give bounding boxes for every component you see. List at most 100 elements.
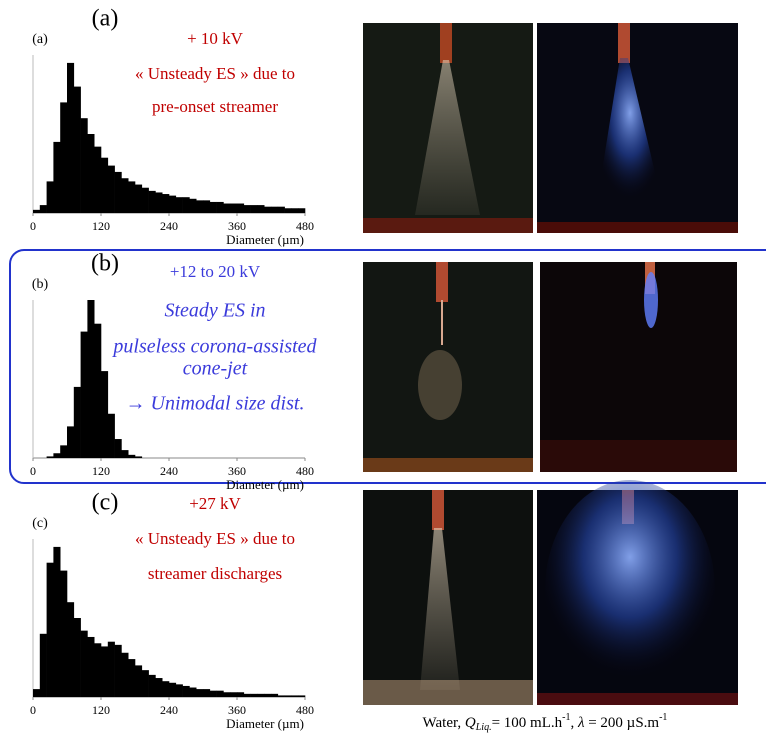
histogram-bar bbox=[94, 323, 102, 458]
x-tick-label: 360 bbox=[228, 703, 246, 717]
histogram-bar bbox=[94, 146, 102, 213]
caption-part: Q bbox=[465, 715, 476, 731]
histogram-bar bbox=[46, 562, 54, 697]
x-tick-label: 360 bbox=[228, 464, 246, 478]
histogram-bar bbox=[107, 165, 115, 213]
histogram-bar bbox=[135, 456, 143, 458]
histogram-bar bbox=[148, 674, 156, 697]
caption-part: λ bbox=[577, 715, 585, 731]
description-line: « Unsteady ES » due to bbox=[135, 529, 295, 548]
photo-spray bbox=[418, 350, 462, 420]
histogram-bar bbox=[284, 695, 292, 697]
histogram-bar bbox=[33, 209, 41, 213]
histogram-bar bbox=[114, 644, 122, 697]
caption: Water, QLiq.= 100 mL.h-1, λ = 200 µS.m-1 bbox=[423, 712, 668, 733]
panel-heading: (c) bbox=[92, 490, 119, 516]
x-tick-label: 0 bbox=[30, 219, 36, 233]
caption-part: , bbox=[570, 715, 578, 731]
histogram-bar bbox=[141, 187, 149, 213]
histogram-bar bbox=[128, 454, 136, 458]
histogram-bar bbox=[291, 695, 299, 697]
x-tick-label: 0 bbox=[30, 464, 36, 478]
histogram-bar bbox=[135, 184, 143, 213]
plot-label: (a) bbox=[32, 32, 48, 47]
histogram-bar bbox=[67, 62, 75, 214]
histogram-bar bbox=[53, 546, 61, 697]
histogram-bar bbox=[94, 643, 102, 697]
histogram-bar bbox=[101, 646, 109, 697]
histogram-bar bbox=[291, 208, 299, 213]
histogram-bar bbox=[101, 371, 109, 458]
histogram-bar bbox=[230, 692, 238, 697]
histogram-bar bbox=[271, 693, 279, 697]
plot-label: (c) bbox=[32, 516, 48, 531]
histogram-bar bbox=[264, 206, 272, 213]
histogram-bar bbox=[216, 690, 224, 697]
histogram-bar bbox=[237, 203, 245, 213]
x-tick-label: 120 bbox=[92, 464, 110, 478]
photo bbox=[540, 262, 737, 472]
x-tick-label: 120 bbox=[92, 703, 110, 717]
histogram-bar bbox=[209, 690, 217, 697]
histogram-bar bbox=[189, 687, 197, 697]
histogram-bar bbox=[182, 685, 190, 697]
histogram-bar bbox=[243, 693, 251, 697]
x-tick-label: 240 bbox=[160, 703, 178, 717]
caption-part: -1 bbox=[659, 712, 667, 723]
panel-heading: (a) bbox=[92, 6, 119, 32]
histogram-bar bbox=[196, 200, 204, 213]
histogram-bar bbox=[216, 201, 224, 213]
histogram-bar bbox=[80, 630, 88, 697]
caption-part: = 100 mL.h bbox=[492, 715, 563, 731]
histogram-bar bbox=[203, 200, 211, 213]
histogram-bar bbox=[73, 386, 81, 458]
histogram-bar bbox=[175, 684, 183, 697]
histogram-bar bbox=[60, 570, 68, 697]
x-tick-label: 480 bbox=[296, 703, 314, 717]
photo-floor bbox=[540, 440, 737, 472]
histogram-bar bbox=[121, 178, 129, 213]
x-tick-label: 240 bbox=[160, 464, 178, 478]
histogram-bar bbox=[53, 453, 61, 458]
photo-floor bbox=[537, 222, 738, 233]
histogram-bar bbox=[203, 689, 211, 697]
histogram-bar bbox=[264, 693, 272, 697]
photo-needle bbox=[618, 23, 630, 63]
histogram-bar bbox=[80, 331, 88, 458]
photo-spray bbox=[420, 528, 460, 690]
caption-part: -1 bbox=[562, 712, 570, 723]
histogram-bar bbox=[121, 652, 129, 697]
x-axis-label: Diameter (µm) bbox=[226, 232, 304, 247]
photos bbox=[363, 23, 738, 705]
histogram-bar bbox=[189, 198, 197, 213]
histogram-bar bbox=[60, 445, 68, 458]
histogram-bar bbox=[87, 636, 95, 697]
photo-floor bbox=[363, 218, 533, 233]
histogram-bar bbox=[182, 197, 190, 213]
description-line: → Unimodal size dist. bbox=[126, 393, 305, 415]
highlight-box bbox=[9, 249, 766, 484]
photo-glow bbox=[545, 480, 715, 700]
histogram-bar bbox=[169, 682, 177, 697]
histogram-bar bbox=[209, 201, 217, 213]
histogram-bar bbox=[223, 692, 231, 697]
histogram-bar bbox=[223, 203, 231, 213]
voltage: +27 kV bbox=[189, 494, 241, 513]
histogram-bar bbox=[169, 195, 177, 213]
histogram-bar bbox=[284, 208, 292, 213]
voltage: +12 to 20 kV bbox=[170, 262, 261, 281]
photo-floor bbox=[363, 458, 533, 472]
histogram-bar bbox=[243, 205, 251, 213]
caption-part: Liq. bbox=[475, 722, 492, 733]
panel-heading: (b) bbox=[91, 251, 119, 277]
histogram-bar bbox=[237, 692, 245, 697]
histogram-bar bbox=[148, 190, 156, 213]
photo-needle bbox=[436, 262, 448, 302]
plot-label: (b) bbox=[32, 277, 49, 292]
description-line: pulseless corona-assisted bbox=[111, 336, 317, 358]
photo-needle bbox=[432, 490, 444, 530]
histogram-bar bbox=[80, 118, 88, 213]
photo-spray bbox=[415, 60, 480, 215]
description-line: pre-onset streamer bbox=[152, 97, 278, 116]
histogram-bar bbox=[114, 171, 122, 213]
